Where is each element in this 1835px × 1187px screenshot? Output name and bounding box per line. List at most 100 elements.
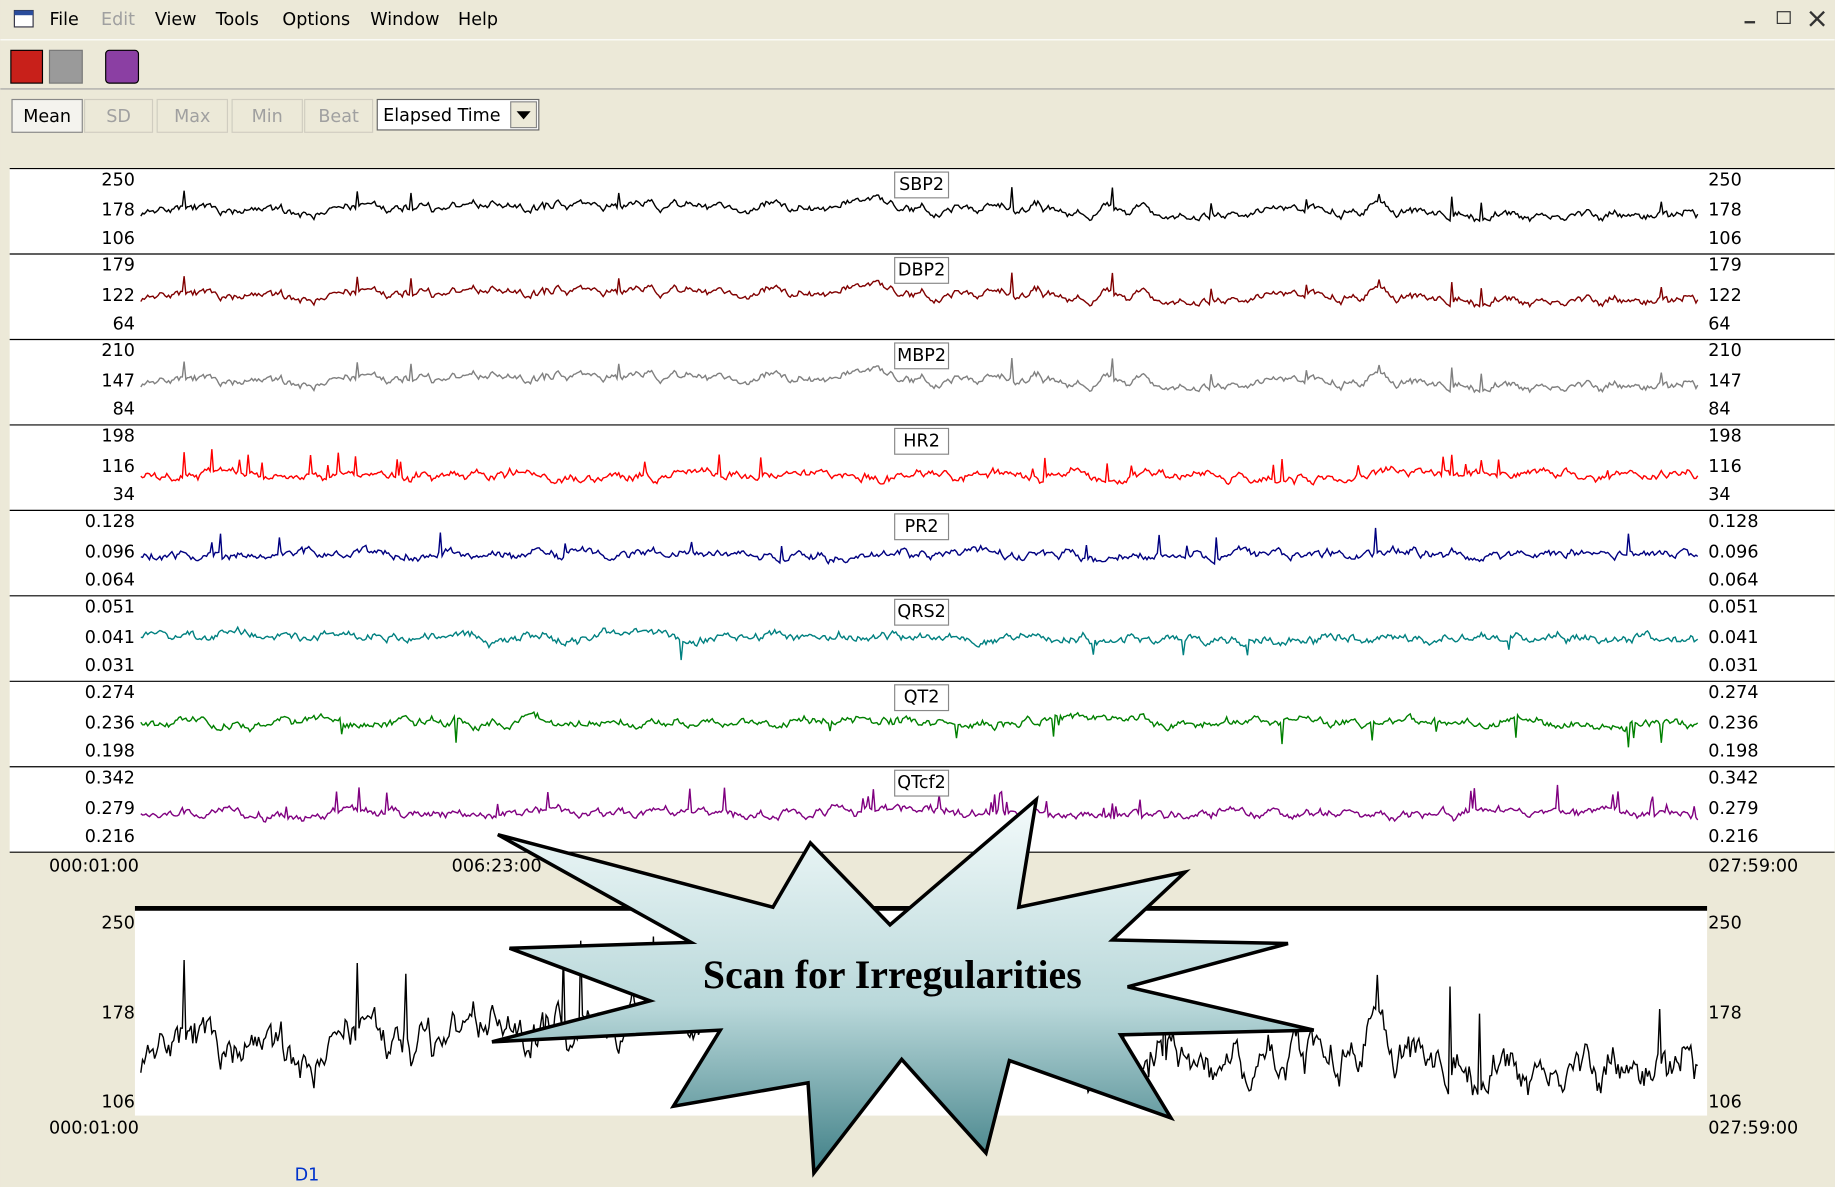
y-tick-label-right: 0.279 bbox=[1708, 799, 1758, 819]
trace bbox=[140, 449, 1699, 486]
callout-text: Scan for Irregularities bbox=[703, 953, 1082, 997]
channel-label-box[interactable] bbox=[894, 769, 950, 797]
channel-label: QRS2 bbox=[897, 602, 945, 622]
y-tick-label-left: 0.064 bbox=[85, 571, 135, 591]
y-tick-label-right: 64 bbox=[1708, 314, 1730, 334]
channel-label: DBP2 bbox=[898, 260, 945, 280]
time-label: 027:59:00 bbox=[1708, 1118, 1798, 1138]
channel-label-box[interactable] bbox=[894, 513, 950, 541]
y-tick-label-left: 106 bbox=[101, 229, 135, 249]
y-tick-label-left: 198 bbox=[101, 427, 135, 447]
trace bbox=[140, 710, 1699, 748]
app-icon[interactable] bbox=[13, 9, 34, 28]
toolbar bbox=[10, 49, 140, 84]
y-tick-label-right: 0.064 bbox=[1708, 571, 1758, 591]
y-tick-label-right: 0.216 bbox=[1708, 827, 1758, 847]
y-tick-label-right: 210 bbox=[1708, 341, 1742, 361]
mode-button[interactable] bbox=[84, 98, 154, 133]
trace bbox=[140, 272, 1699, 309]
window-controls bbox=[1744, 10, 1825, 27]
channel-label-box[interactable] bbox=[894, 256, 950, 284]
mode-button-label: Beat bbox=[318, 107, 359, 127]
menu-bar: File Edit View Tools Options Window Help bbox=[49, 10, 498, 30]
y-tick-label-right: 84 bbox=[1708, 400, 1730, 420]
y-tick-label-left: 116 bbox=[101, 457, 135, 477]
y-tick-label-left: 0.216 bbox=[85, 827, 135, 847]
y-tick-label-left: 179 bbox=[101, 256, 135, 276]
restore[interactable] bbox=[1776, 11, 1791, 24]
tool-open[interactable] bbox=[10, 49, 44, 84]
trace bbox=[140, 187, 1699, 223]
dropdown-arrow bbox=[516, 111, 531, 120]
mode-button[interactable] bbox=[156, 98, 229, 133]
time-label: 000:01:00 bbox=[49, 856, 139, 876]
y-tick-label-right: 179 bbox=[1708, 256, 1742, 276]
y-tick-label-left: 122 bbox=[101, 286, 135, 306]
menu-item[interactable]: Window bbox=[370, 10, 439, 30]
y-tick-label-right: 116 bbox=[1708, 457, 1742, 477]
mode-button-label: SD bbox=[106, 107, 131, 127]
trace bbox=[140, 527, 1699, 566]
y-tick-label-right: 0.128 bbox=[1708, 512, 1758, 532]
y-tick-label-right: 0.236 bbox=[1708, 713, 1758, 733]
y-tick-label-left: 147 bbox=[101, 372, 135, 392]
y-tick-label-right: 178 bbox=[1708, 201, 1742, 221]
channel-label-box[interactable] bbox=[894, 684, 950, 712]
callout-burst bbox=[491, 795, 1315, 1178]
menu-item[interactable]: Help bbox=[458, 10, 498, 30]
trace bbox=[140, 625, 1699, 661]
channel-label: QTcf2 bbox=[897, 773, 946, 793]
y-tick-label-left: 210 bbox=[101, 341, 135, 361]
channel-label: QT2 bbox=[904, 688, 940, 708]
channel-label: PR2 bbox=[905, 517, 939, 537]
channel-label-box[interactable] bbox=[894, 598, 950, 626]
channel-label-box[interactable] bbox=[894, 342, 950, 370]
tool-disabled bbox=[48, 49, 83, 84]
channel-label: MBP2 bbox=[897, 346, 946, 366]
menu-item[interactable]: View bbox=[155, 10, 197, 30]
y-tick-label-right: 147 bbox=[1708, 372, 1742, 392]
close[interactable] bbox=[1809, 10, 1825, 27]
channel-label-box[interactable] bbox=[894, 427, 950, 455]
menu-item[interactable]: Edit bbox=[101, 10, 135, 30]
y-tick-label-right: 178 bbox=[1708, 1004, 1742, 1024]
y-tick-label-left: 84 bbox=[113, 400, 135, 420]
menu-item[interactable]: Options bbox=[282, 10, 350, 30]
tool-book[interactable] bbox=[105, 49, 140, 84]
y-tick-label-left: 106 bbox=[101, 1093, 135, 1113]
y-tick-label-left: 0.041 bbox=[85, 628, 135, 648]
time-label: 006:23:00 bbox=[452, 856, 542, 876]
time-label: 027:59:00 bbox=[1708, 856, 1798, 876]
y-tick-label-left: 0.274 bbox=[85, 683, 135, 703]
channel-label-box[interactable] bbox=[894, 171, 950, 199]
y-tick-label-right: 106 bbox=[1708, 1093, 1742, 1113]
y-tick-label-left: 34 bbox=[113, 485, 135, 505]
y-tick-label-right: 122 bbox=[1708, 286, 1742, 306]
y-tick-label-right: 0.041 bbox=[1708, 628, 1758, 648]
mode-button-label: Min bbox=[252, 107, 283, 127]
y-tick-label-left: 250 bbox=[101, 914, 135, 934]
channel-label: SBP2 bbox=[899, 175, 944, 195]
channel-tab[interactable]: D1 bbox=[295, 1165, 320, 1185]
mode-button[interactable] bbox=[11, 98, 83, 133]
y-tick-label-right: 0.198 bbox=[1708, 742, 1758, 762]
time-label: 000:01:00 bbox=[49, 1118, 139, 1138]
channel-label: HR2 bbox=[903, 431, 940, 451]
mode-button[interactable] bbox=[304, 98, 374, 133]
y-tick-label-left: 0.031 bbox=[85, 656, 135, 676]
panels: 250 250 178 178 106 106 SBP2 179 179 122 122 64 64 DB… bbox=[9, 167, 1835, 876]
mode-button-label: Max bbox=[174, 107, 210, 127]
menu-item[interactable]: Tools bbox=[215, 10, 259, 30]
y-tick-label-left: 178 bbox=[101, 1004, 135, 1024]
minimize[interactable] bbox=[1744, 21, 1756, 24]
y-tick-label-left: 0.198 bbox=[85, 742, 135, 762]
menu-item[interactable]: File bbox=[49, 10, 78, 30]
y-tick-label-right: 0.342 bbox=[1708, 768, 1758, 788]
y-tick-label-left: 0.279 bbox=[85, 799, 135, 819]
mode-button[interactable] bbox=[231, 98, 303, 133]
y-tick-label-left: 0.236 bbox=[85, 713, 135, 733]
trace bbox=[140, 784, 1699, 823]
button-bar: Mean SD Max Min Beat Elapsed Time bbox=[11, 98, 540, 133]
